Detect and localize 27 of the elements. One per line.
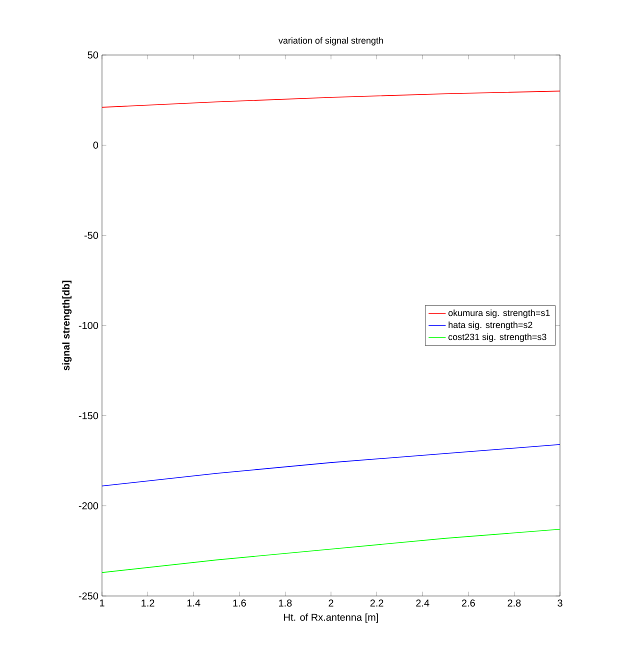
line-series (102, 444, 560, 486)
y-tick-label: -250 (78, 592, 98, 600)
x-tick-label: 1.8 (279, 600, 292, 607)
x-tick-label: 1.2 (142, 600, 154, 607)
y-tick-label: 0 (93, 142, 98, 149)
x-tick-label: 2.4 (416, 600, 430, 607)
line-series (102, 90, 560, 108)
x-tick-label: 3 (558, 600, 562, 607)
legend-label: okumura sig. strength=s1 (448, 309, 550, 318)
x-tick-label: 2 (328, 600, 334, 607)
line-series (102, 528, 560, 573)
x-tick-label: 1.6 (233, 600, 246, 607)
x-tick-label: 2.6 (462, 600, 475, 607)
y-tick-label: -50 (84, 232, 98, 239)
y-axis-title: signal strength[db] (62, 280, 72, 370)
x-tick-label: 1.4 (187, 600, 200, 606)
y-tick-label: -200 (78, 502, 98, 510)
x-tick-label: 2.2 (370, 600, 384, 607)
chart-title: variation of signal strength (278, 37, 383, 46)
x-axis-title: Ht. of Rx.antenna [m] (284, 613, 378, 623)
y-tick-label: -150 (78, 412, 98, 420)
y-tick-label: -100 (78, 322, 98, 330)
y-tick-label: 50 (88, 51, 98, 59)
legend-label: hata sig. strength=s2 (448, 321, 532, 330)
legend-label: cost231 sig. strength=s3 (448, 334, 546, 342)
x-tick-label: 1 (100, 600, 104, 606)
x-tick-label: 2.8 (508, 600, 521, 607)
